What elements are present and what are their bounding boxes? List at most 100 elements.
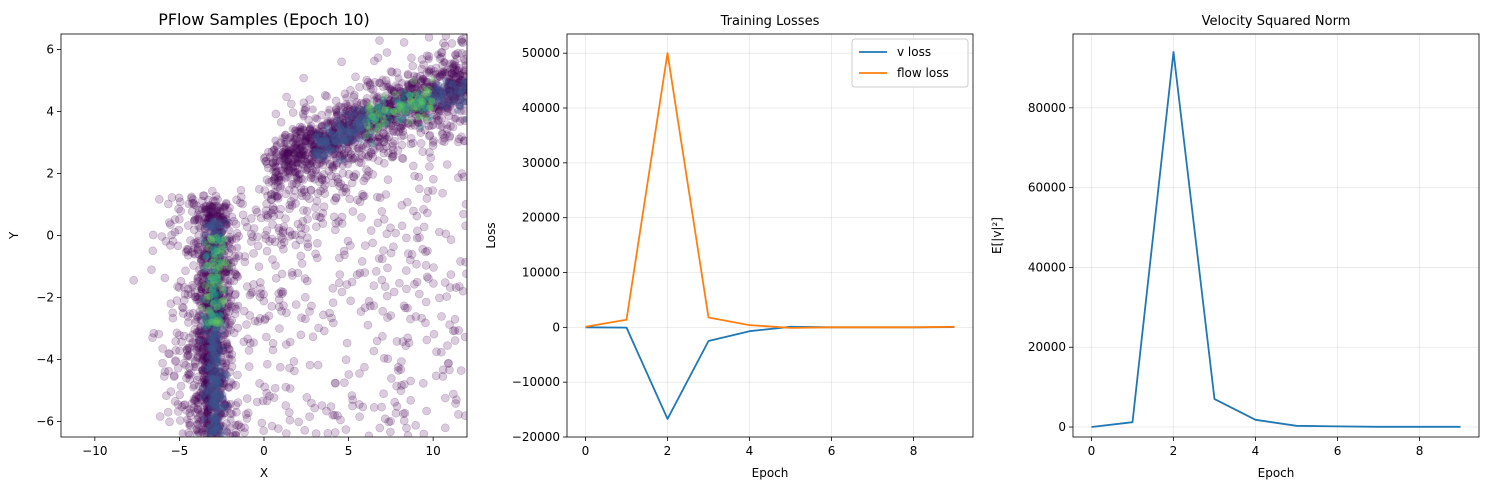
scatter-title: PFlow Samples (Epoch 10) [158, 10, 370, 29]
sample-point [450, 9, 458, 17]
sample-point [201, 379, 210, 388]
sample-point [261, 210, 271, 219]
density-point [340, 156, 347, 164]
sample-point [290, 366, 299, 376]
sample-point [363, 152, 373, 162]
sample-point [374, 156, 383, 165]
sample-point [437, 312, 446, 321]
sample-point [184, 369, 194, 379]
sample-point [360, 268, 370, 277]
sample-point [188, 280, 197, 290]
sample-point [377, 402, 386, 412]
density-point [448, 80, 456, 88]
sample-point [379, 353, 389, 363]
sample-point [454, 134, 464, 144]
sample-point [292, 139, 301, 148]
sample-point [225, 236, 234, 246]
sample-point [208, 285, 218, 294]
density-point [208, 360, 216, 368]
sample-point [216, 315, 225, 325]
sample-point [402, 284, 411, 294]
sample-point [268, 339, 278, 348]
sample-point [418, 378, 428, 388]
sample-point [446, 270, 456, 279]
sample-point [389, 242, 398, 251]
sample-point [291, 240, 301, 250]
sample-point [270, 237, 280, 247]
sample-point [340, 89, 350, 99]
sample-point [296, 223, 306, 232]
sample-point [460, 99, 467, 109]
sample-point [436, 347, 446, 357]
sample-point [191, 339, 201, 348]
sample-point [212, 341, 222, 350]
sample-point [247, 237, 256, 246]
sample-point [366, 226, 376, 235]
sample-point [369, 56, 379, 66]
sample-point [421, 247, 430, 257]
sample-point [299, 73, 308, 83]
density-point [420, 91, 428, 98]
sample-point [429, 329, 439, 339]
sample-point [301, 224, 310, 234]
sample-point [438, 100, 447, 110]
x-tick-label: −10 [82, 444, 107, 458]
sample-point [299, 206, 308, 215]
y-tick-label: −4 [36, 353, 54, 367]
sample-point [201, 357, 210, 366]
sample-point [190, 395, 200, 405]
sample-point [213, 346, 222, 356]
sample-point [267, 189, 276, 199]
sample-point [217, 372, 227, 381]
sample-point [219, 291, 228, 301]
sample-point [208, 324, 217, 334]
sample-point [238, 210, 248, 220]
sample-point [429, 263, 438, 272]
sample-point [349, 172, 359, 182]
sample-point [331, 193, 341, 203]
sample-point [216, 352, 226, 362]
sample-point [382, 291, 392, 301]
sample-point [233, 421, 242, 430]
sample-point [254, 184, 264, 194]
sample-point [442, 292, 452, 301]
sample-point [442, 103, 452, 113]
sample-point [198, 384, 208, 394]
density-point [209, 285, 217, 293]
sample-point [424, 131, 434, 141]
sample-point [297, 259, 307, 268]
sample-point [209, 397, 218, 407]
sample-point [233, 398, 243, 407]
sample-point [258, 396, 268, 406]
sample-point [185, 309, 195, 319]
sample-point [437, 69, 447, 79]
density-point [395, 116, 403, 124]
sample-point [380, 414, 390, 424]
x-tick-label: 10 [426, 444, 441, 458]
sample-point [458, 286, 467, 296]
sample-point [377, 207, 387, 216]
sample-point [276, 175, 286, 185]
sample-point [370, 78, 380, 87]
density-point [209, 389, 217, 397]
sample-point [414, 172, 424, 182]
sample-point [387, 374, 396, 383]
density-point [210, 326, 218, 334]
sample-point [190, 216, 199, 225]
sample-point [173, 400, 183, 409]
sample-point [311, 211, 321, 221]
sample-point [164, 349, 173, 358]
sample-point [232, 271, 242, 280]
sample-point [355, 412, 364, 422]
sample-point [202, 307, 211, 317]
sample-point [433, 104, 443, 114]
sample-point [453, 137, 463, 147]
sample-point [328, 298, 338, 308]
sample-point [203, 406, 213, 416]
sample-point [347, 391, 357, 400]
sample-point [374, 254, 384, 263]
sample-point [411, 34, 416, 35]
sample-point [330, 225, 340, 235]
sample-point [181, 360, 191, 370]
sample-point [272, 148, 281, 157]
